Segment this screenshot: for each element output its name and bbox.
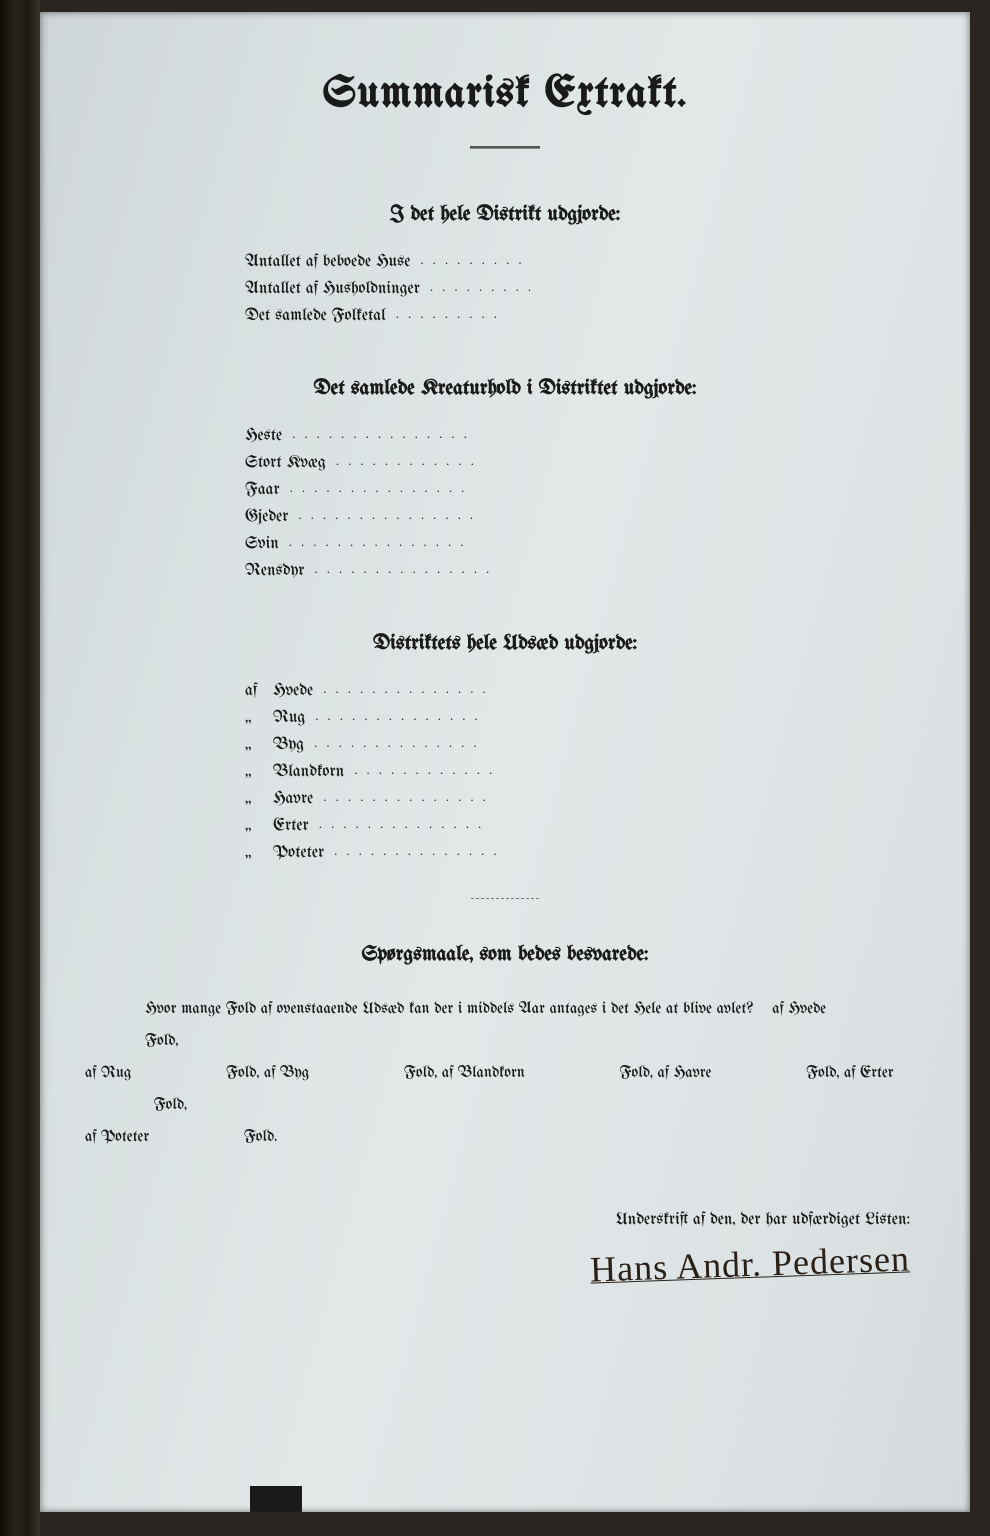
list-item: Det samlede Folketal .........	[245, 308, 765, 325]
row-prefix: „	[245, 764, 273, 781]
fold-label: Fold,	[154, 1097, 187, 1114]
leader-dots: ...............	[279, 534, 765, 550]
list-item: Faar...............	[245, 482, 765, 499]
section-heading: I det hele Distrikt udgjorde:	[245, 205, 765, 226]
list-item: Gjeder...............	[245, 509, 765, 526]
page-title: Summarisk Extrakt.	[40, 72, 970, 118]
leader-dots: ...............	[288, 507, 765, 523]
row-label: Svin	[245, 536, 279, 553]
crop-label: af Poteter	[85, 1129, 149, 1146]
row-label: Stort Kvæg	[245, 455, 326, 472]
list-item: Antallet af beboede Huse .........	[245, 254, 765, 271]
question-line: Hvor mange Fold af ovenstaaende Udsæd ka…	[85, 994, 925, 1058]
row-prefix: „	[245, 737, 273, 754]
row-label: Heste	[245, 428, 282, 445]
row-label: Det samlede Folketal	[245, 308, 386, 325]
section-seed: Distriktets hele Udsæd udgjorde: afHvede…	[245, 634, 765, 862]
list-item: Heste...............	[245, 428, 765, 445]
leader-dots: ..............	[313, 789, 765, 805]
row-prefix: „	[245, 710, 273, 727]
row-label: Rug	[273, 710, 305, 727]
leader-dots: ...............	[304, 561, 765, 577]
section-heading: Spørgsmaale, som bedes besvarede:	[85, 945, 925, 966]
row-prefix: „	[245, 845, 273, 862]
leader-dots: .........	[420, 279, 765, 295]
section-livestock: Det samlede Kreaturhold i Distriktet udg…	[245, 379, 765, 580]
crop-label: af Rug	[85, 1065, 131, 1082]
leader-dots: .........	[386, 306, 765, 322]
crop-label: Fold, af Havre	[620, 1065, 712, 1082]
list-item: „Rug..............	[245, 710, 765, 727]
list-item: Antallet af Husholdninger .........	[245, 281, 765, 298]
row-label: Antallet af beboede Huse	[245, 254, 410, 271]
signature-handwriting: Hans Andr. Pedersen	[589, 1237, 910, 1290]
row-prefix: af	[245, 683, 273, 700]
leader-dots: ............	[344, 762, 765, 778]
list-item: Rensdyr...............	[245, 563, 765, 580]
row-label: Erter	[273, 818, 309, 835]
list-item: „Poteter..............	[245, 845, 765, 862]
leader-dots: ..............	[313, 681, 765, 697]
leader-dots: .........	[410, 252, 765, 268]
crop-label: Fold, af Byg	[226, 1065, 309, 1082]
row-label: Faar	[245, 482, 280, 499]
row-label: Byg	[273, 737, 304, 754]
crop-label: af Hvede	[772, 1001, 826, 1018]
list-item: „Blandkorn............	[245, 764, 765, 781]
leader-dots: ..............	[305, 708, 765, 724]
row-prefix: „	[245, 818, 273, 835]
divider-rule	[471, 898, 539, 899]
document-page: Summarisk Extrakt. I det hele Distrikt u…	[40, 12, 970, 1512]
leader-dots: ..............	[304, 735, 765, 751]
row-label: Gjeder	[245, 509, 288, 526]
list-item: „Erter..............	[245, 818, 765, 835]
leader-dots: ............	[326, 453, 765, 469]
row-label: Hvede	[273, 683, 313, 700]
section-heading: Det samlede Kreaturhold i Distriktet udg…	[245, 379, 765, 400]
leader-dots: ..............	[324, 843, 765, 859]
row-label: Poteter	[273, 845, 324, 862]
crop-label: Fold, af Blandkorn	[404, 1065, 525, 1082]
section-district-totals: I det hele Distrikt udgjorde: Antallet a…	[245, 205, 765, 325]
signature-label: Underskrift af den, der har udfærdiget L…	[70, 1212, 910, 1229]
fold-label: Fold,	[145, 1033, 178, 1050]
crop-label: Fold, af Erter	[806, 1065, 894, 1082]
list-item: „Byg..............	[245, 737, 765, 754]
question-text: Hvor mange Fold af ovenstaaende Udsæd ka…	[145, 1001, 754, 1018]
fold-label: Fold.	[244, 1129, 278, 1146]
page-tab	[250, 1486, 302, 1512]
section-heading: Distriktets hele Udsæd udgjorde:	[245, 634, 765, 655]
book-spine	[0, 0, 40, 1536]
row-label: Rensdyr	[245, 563, 304, 580]
row-label: Havre	[273, 791, 313, 808]
question-line: af Poteter Fold.	[85, 1122, 925, 1154]
row-label: Antallet af Husholdninger	[245, 281, 420, 298]
question-line: af Rug Fold, af Byg Fold, af Blandkorn F…	[85, 1058, 925, 1122]
list-item: Svin...............	[245, 536, 765, 553]
leader-dots: ...............	[280, 480, 765, 496]
title-underline	[470, 146, 540, 149]
signature-block: Underskrift af den, der har udfærdiget L…	[70, 1212, 940, 1285]
list-item: Stort Kvæg............	[245, 455, 765, 472]
list-item: afHvede..............	[245, 683, 765, 700]
leader-dots: ...............	[282, 426, 765, 442]
row-label: Blandkorn	[273, 764, 344, 781]
row-prefix: „	[245, 791, 273, 808]
section-questions: Spørgsmaale, som bedes besvarede: Hvor m…	[85, 945, 925, 1154]
leader-dots: ..............	[309, 816, 765, 832]
list-item: „Havre..............	[245, 791, 765, 808]
